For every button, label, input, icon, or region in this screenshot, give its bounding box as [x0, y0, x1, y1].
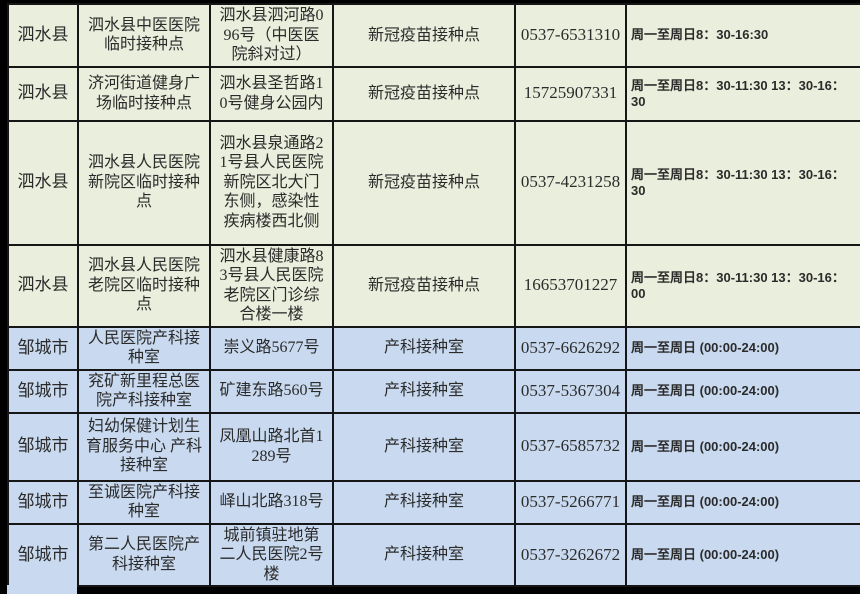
- cell-address: 泗水县健康路83号县人民医院老院区门诊综合楼一楼: [209, 243, 334, 328]
- cell-county: 邹城市: [7, 522, 79, 587]
- table-row: 邹城市 妇幼保健计划生育服务中心 产科接种室 凤凰山路北首1289号 产科接种室 053…: [7, 411, 860, 482]
- cell-name: 泗水县中医医院临时接种点: [77, 3, 211, 68]
- table-body: 泗水县 泗水县中医医院临时接种点 泗水县泗河路096号（中医医院斜对过） 新冠疫苗接种…: [7, 3, 860, 588]
- cell-address: 泗水县泉通路21号县人民医院新院区北大门东侧，感染性疾病楼西北侧: [209, 119, 334, 246]
- cell-phone: 0537-5367304: [514, 368, 627, 414]
- cell-county: 邹城市: [7, 479, 79, 525]
- cell-type: 新冠疫苗接种点: [332, 119, 516, 246]
- cell-hours: 周一至周日8：30-11:30 13：30-16：30: [625, 119, 860, 246]
- cell-type: 产科接种室: [332, 368, 516, 414]
- cell-phone: 0537-6626292: [514, 325, 627, 371]
- cell-hours: 周一至周日 (00:00-24:00): [625, 368, 860, 414]
- cell-county: 泗水县: [7, 119, 79, 246]
- cell-address: 矿建东路560号: [209, 368, 334, 414]
- cell-type: 新冠疫苗接种点: [332, 3, 516, 68]
- cell-type: 产科接种室: [332, 522, 516, 588]
- cell-phone: 0537-3262672: [514, 522, 627, 588]
- table-row: 邹城市 人民医院产科接种室 崇义路5677号 产科接种室 0537-6626292 周一至…: [7, 325, 860, 371]
- cell-county: 泗水县: [7, 65, 79, 122]
- table-row: 泗水县 泗水县人民医院新院区临时接种点 泗水县泉通路21号县人民医院新院区北大门东侧…: [7, 119, 860, 246]
- cell-address: 峄山北路318号: [209, 479, 334, 525]
- cell-county: 泗水县: [7, 243, 79, 328]
- cell-address: 泗水县圣哲路10号健身公园内: [209, 65, 334, 122]
- cell-hours: 周一至周日8：30-16:30: [625, 3, 860, 68]
- cell-address: 崇义路5677号: [209, 325, 334, 371]
- cell-name: 泗水县人民医院老院区临时接种点: [77, 243, 211, 328]
- cell-hours: 周一至周日8：30-11:30 13：30-16：00: [625, 243, 860, 328]
- table-row: 邹城市 第二人民医院产科接种室 城前镇驻地第二人民医院2号楼 产科接种室 0537-32…: [7, 522, 860, 588]
- cell-county: 邹城市: [7, 368, 79, 414]
- cell-county: 邹城市: [7, 325, 79, 371]
- cell-name: 人民医院产科接种室: [77, 325, 211, 371]
- cell-hours: 周一至周日8：30-11:30 13：30-16：30: [625, 65, 860, 122]
- table-row: 泗水县 泗水县中医医院临时接种点 泗水县泗河路096号（中医医院斜对过） 新冠疫苗接种…: [7, 3, 860, 68]
- cell-address: 泗水县泗河路096号（中医医院斜对过）: [209, 3, 334, 68]
- vaccination-sites-table: 泗水县 泗水县中医医院临时接种点 泗水县泗河路096号（中医医院斜对过） 新冠疫苗接种…: [7, 3, 860, 594]
- cell-address: 城前镇驻地第二人民医院2号楼: [209, 522, 334, 588]
- cell-type: 新冠疫苗接种点: [332, 243, 516, 328]
- cell-address: 凤凰山路北首1289号: [209, 411, 334, 482]
- cell-phone: 16653701227: [514, 243, 627, 328]
- cell-county: 泗水县: [7, 3, 79, 68]
- cell-county: 邹城市: [7, 411, 79, 482]
- cell-type: 产科接种室: [332, 325, 516, 371]
- cell-phone: 0537-4231258: [514, 119, 627, 246]
- table-row: 邹城市 至诚医院产科接种室 峄山北路318号 产科接种室 0537-5266771 周一至…: [7, 479, 860, 525]
- cell-phone: 0537-5266771: [514, 479, 627, 525]
- cell-name: 至诚医院产科接种室: [77, 479, 211, 525]
- cell-hours: 周一至周日 (00:00-24:00): [625, 522, 860, 588]
- cell-phone: 0537-6531310: [514, 3, 627, 68]
- cell-type: 新冠疫苗接种点: [332, 65, 516, 122]
- table-row: 泗水县 济河街道健身广场临时接种点 泗水县圣哲路10号健身公园内 新冠疫苗接种点 157…: [7, 65, 860, 122]
- cell-phone: 15725907331: [514, 65, 627, 122]
- cell-name: 第二人民医院产科接种室: [77, 522, 211, 588]
- table-row: 泗水县 泗水县人民医院老院区临时接种点 泗水县健康路83号县人民医院老院区门诊综合楼…: [7, 243, 860, 328]
- cropped-next-row-remnant: [7, 585, 77, 594]
- cell-type: 产科接种室: [332, 479, 516, 525]
- table: 泗水县 泗水县中医医院临时接种点 泗水县泗河路096号（中医医院斜对过） 新冠疫苗接种…: [7, 3, 860, 588]
- cell-name: 济河街道健身广场临时接种点: [77, 65, 211, 122]
- cell-hours: 周一至周日 (00:00-24:00): [625, 411, 860, 482]
- cell-hours: 周一至周日 (00:00-24:00): [625, 479, 860, 525]
- cell-name: 妇幼保健计划生育服务中心 产科接种室: [77, 411, 211, 482]
- cell-type: 产科接种室: [332, 411, 516, 482]
- cell-hours: 周一至周日 (00:00-24:00): [625, 325, 860, 371]
- cell-phone: 0537-6585732: [514, 411, 627, 482]
- table-row: 邹城市 兖矿新里程总医院产科接种室 矿建东路560号 产科接种室 0537-536730…: [7, 368, 860, 414]
- cell-name: 兖矿新里程总医院产科接种室: [77, 368, 211, 414]
- cell-name: 泗水县人民医院新院区临时接种点: [77, 119, 211, 246]
